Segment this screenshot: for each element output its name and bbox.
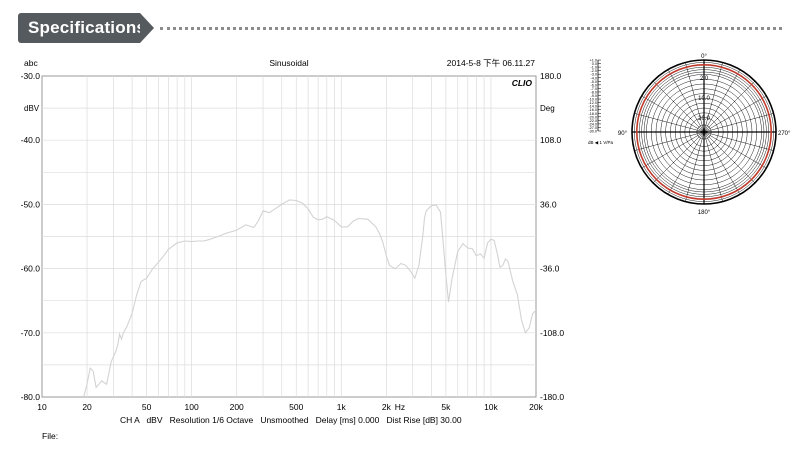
y-tick-label: -30.0 <box>21 71 41 81</box>
y2-tick-label: 36.0 <box>540 199 557 209</box>
chart-title: Sinusoidal <box>269 58 308 68</box>
x-tick-label: 100 <box>185 402 199 412</box>
y2-tick-label: -180.0 <box>540 392 564 402</box>
specifications-tab: Specifications <box>18 13 154 43</box>
file-label: File: <box>42 431 58 441</box>
y2-tick-label: 108.0 <box>540 135 562 145</box>
y2-unit-label: Deg <box>540 104 555 113</box>
y2-tick-label: -108.0 <box>540 328 564 338</box>
x-tick-label: 10 <box>37 402 47 412</box>
footer-text: CH A dBV Resolution 1/6 Octave Unsmoothe… <box>120 415 462 425</box>
brand-logo: CLIO <box>512 78 533 88</box>
x-tick-label: 200 <box>230 402 244 412</box>
x-tick-label: 50 <box>142 402 152 412</box>
y-tick-label: -70.0 <box>21 328 41 338</box>
x-tick-label: 5k <box>441 402 451 412</box>
timestamp: 2014-5-8 下午 06.11.27 <box>447 58 535 68</box>
x-tick-label: 20 <box>82 402 92 412</box>
x-tick-label: 20k <box>529 402 543 412</box>
section-title: Specifications <box>28 18 147 37</box>
y-tick-label: -50.0 <box>21 199 41 209</box>
dotted-divider <box>160 27 782 30</box>
y2-tick-label: 180.0 <box>540 71 562 81</box>
y-unit-label: dBV <box>24 104 40 113</box>
x-tick-label: 500 <box>289 402 303 412</box>
grid: 10 20 50 100 200 500 1k 2k 5k 10k 20k -30.0 -40.0 -50… <box>21 71 565 412</box>
axis-labels: abc Sinusoidal 2014-5-8 下午 06.11.27 CLIO… <box>24 58 555 441</box>
y-tick-label: -60.0 <box>21 264 41 274</box>
y-tick-label: -80.0 <box>21 392 41 402</box>
x-unit-label: Hz <box>395 402 405 412</box>
x-tick-label: 1k <box>337 402 347 412</box>
top-left-label: abc <box>24 58 38 68</box>
y-tick-label: -40.0 <box>21 135 41 145</box>
x-tick-label: 2k <box>382 402 392 412</box>
series-group <box>83 199 537 398</box>
x-tick-label: 10k <box>484 402 498 412</box>
y2-tick-label: -36.0 <box>540 264 560 274</box>
series-line <box>83 199 537 398</box>
